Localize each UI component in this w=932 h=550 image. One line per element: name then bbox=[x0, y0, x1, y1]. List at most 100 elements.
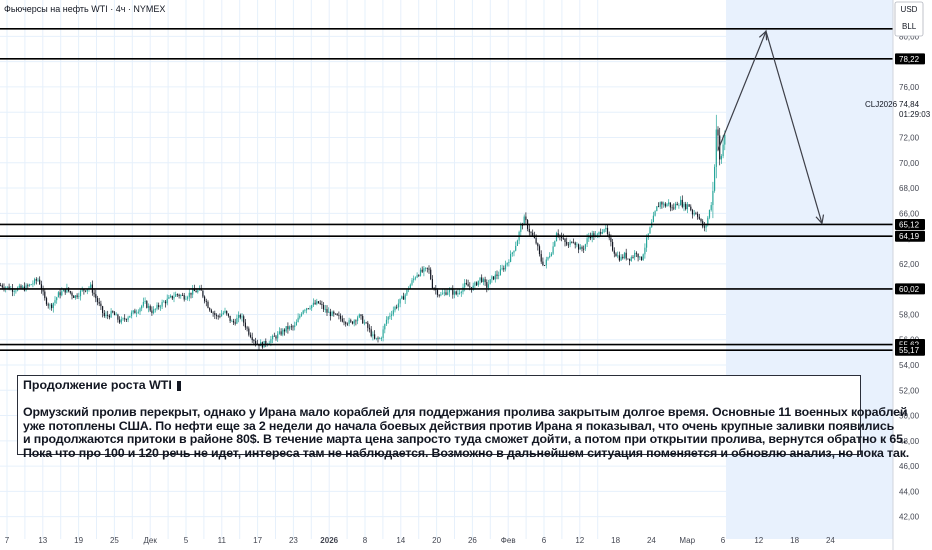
candle-body bbox=[292, 326, 294, 328]
candle-body bbox=[341, 318, 343, 322]
level-badge bbox=[895, 344, 925, 356]
candle-body bbox=[265, 340, 267, 345]
candle-body bbox=[146, 301, 148, 308]
level-badge bbox=[895, 53, 925, 65]
candle-body bbox=[166, 298, 168, 304]
candle-body bbox=[334, 313, 337, 315]
candle-body bbox=[545, 259, 547, 266]
candle-body bbox=[603, 229, 605, 232]
candle-body bbox=[35, 279, 37, 281]
y-tick-label: 48,00 bbox=[899, 437, 920, 446]
candle-body bbox=[652, 215, 654, 223]
candle-body bbox=[244, 322, 246, 328]
currency-selector[interactable]: USD BLL bbox=[894, 1, 924, 37]
candle-body bbox=[515, 245, 517, 251]
candle-body bbox=[375, 337, 377, 339]
chart-title: Фьючерсы на нефть WTI · 4ч · NYMEX bbox=[4, 4, 165, 14]
candle-body bbox=[44, 291, 46, 299]
candle-body bbox=[300, 313, 303, 316]
candle-body bbox=[151, 310, 153, 314]
x-tick-label: 23 bbox=[289, 536, 298, 545]
candle-body bbox=[367, 322, 369, 328]
candle-body bbox=[494, 274, 496, 280]
candle-body bbox=[246, 327, 248, 329]
candle-body bbox=[52, 302, 54, 309]
y-tick-label: 54,00 bbox=[899, 361, 920, 370]
candle-body bbox=[71, 292, 73, 296]
candle-body bbox=[613, 250, 615, 254]
level-badge-label: 55,17 bbox=[899, 346, 920, 355]
candle-body bbox=[350, 320, 352, 322]
candle-body bbox=[634, 252, 636, 258]
candle-body bbox=[431, 279, 433, 289]
candle-body bbox=[635, 252, 637, 254]
candle-body bbox=[430, 269, 432, 280]
candle-body bbox=[156, 305, 158, 309]
candle-body bbox=[663, 203, 665, 205]
annotation-box[interactable]: Продолжение роста WTI Ормузский пролив п… bbox=[17, 375, 909, 459]
candle-body bbox=[605, 227, 607, 230]
candle-body bbox=[180, 295, 182, 297]
candle-body bbox=[1, 285, 3, 288]
candle-body bbox=[452, 289, 454, 295]
x-tick-label: 11 bbox=[218, 536, 227, 545]
candle-body bbox=[351, 321, 354, 324]
candle-body bbox=[715, 129, 717, 167]
candle-body bbox=[572, 242, 575, 244]
candle-body bbox=[306, 308, 308, 311]
candle-body bbox=[691, 210, 694, 215]
candle-body bbox=[401, 296, 403, 299]
candle-body bbox=[312, 302, 314, 306]
candle-body bbox=[161, 301, 163, 307]
candle-body bbox=[353, 320, 355, 324]
y-tick-label: 72,00 bbox=[899, 133, 920, 142]
candle-body bbox=[482, 279, 484, 282]
candle-body bbox=[69, 291, 71, 293]
annotation-line: и продолжаются притоки в районе 80$. В т… bbox=[23, 432, 907, 446]
candle-body bbox=[289, 326, 291, 330]
candle-body bbox=[561, 236, 563, 239]
candle-body bbox=[164, 301, 167, 304]
candle-body bbox=[703, 226, 705, 228]
candle-body bbox=[333, 311, 335, 314]
candle-body bbox=[304, 310, 306, 311]
candle-body bbox=[234, 322, 236, 324]
candle-body bbox=[618, 255, 620, 261]
candle-body bbox=[107, 314, 109, 316]
candle-body bbox=[214, 313, 216, 315]
x-tick-label: 20 bbox=[432, 536, 441, 545]
annotation-line: уже потоплены США. По нефти еще за 2 нед… bbox=[23, 418, 895, 433]
bar-countdown: 01:29:03 bbox=[899, 110, 931, 119]
candle-body bbox=[127, 317, 129, 320]
candle-body bbox=[666, 204, 668, 207]
candle-body bbox=[346, 323, 348, 325]
candle-body bbox=[414, 277, 416, 279]
candle-body bbox=[467, 284, 469, 287]
candle-body bbox=[368, 327, 371, 330]
candle-body bbox=[283, 329, 286, 332]
candle-body bbox=[567, 244, 569, 246]
x-tick-label: 14 bbox=[396, 536, 405, 545]
candle-body bbox=[272, 335, 274, 340]
candle-body bbox=[227, 313, 229, 316]
candle-body bbox=[443, 292, 445, 294]
candle-body bbox=[664, 203, 666, 207]
candle-body bbox=[385, 319, 388, 325]
candle-body bbox=[129, 315, 131, 318]
candle-body bbox=[57, 292, 59, 298]
candle-body bbox=[644, 247, 646, 255]
candle-body bbox=[683, 203, 685, 207]
candle-body bbox=[455, 291, 457, 295]
candle-body bbox=[76, 295, 78, 297]
candle-body bbox=[659, 202, 661, 207]
candle-body bbox=[18, 285, 20, 288]
candle-body bbox=[564, 238, 566, 242]
candle-body bbox=[499, 269, 501, 276]
candle-body bbox=[606, 227, 609, 235]
price-scale-panel[interactable] bbox=[893, 0, 932, 550]
candle-body bbox=[532, 232, 534, 236]
y-tick-label: 76,00 bbox=[899, 83, 920, 92]
candle-body bbox=[209, 307, 211, 311]
candle-body bbox=[149, 306, 151, 311]
